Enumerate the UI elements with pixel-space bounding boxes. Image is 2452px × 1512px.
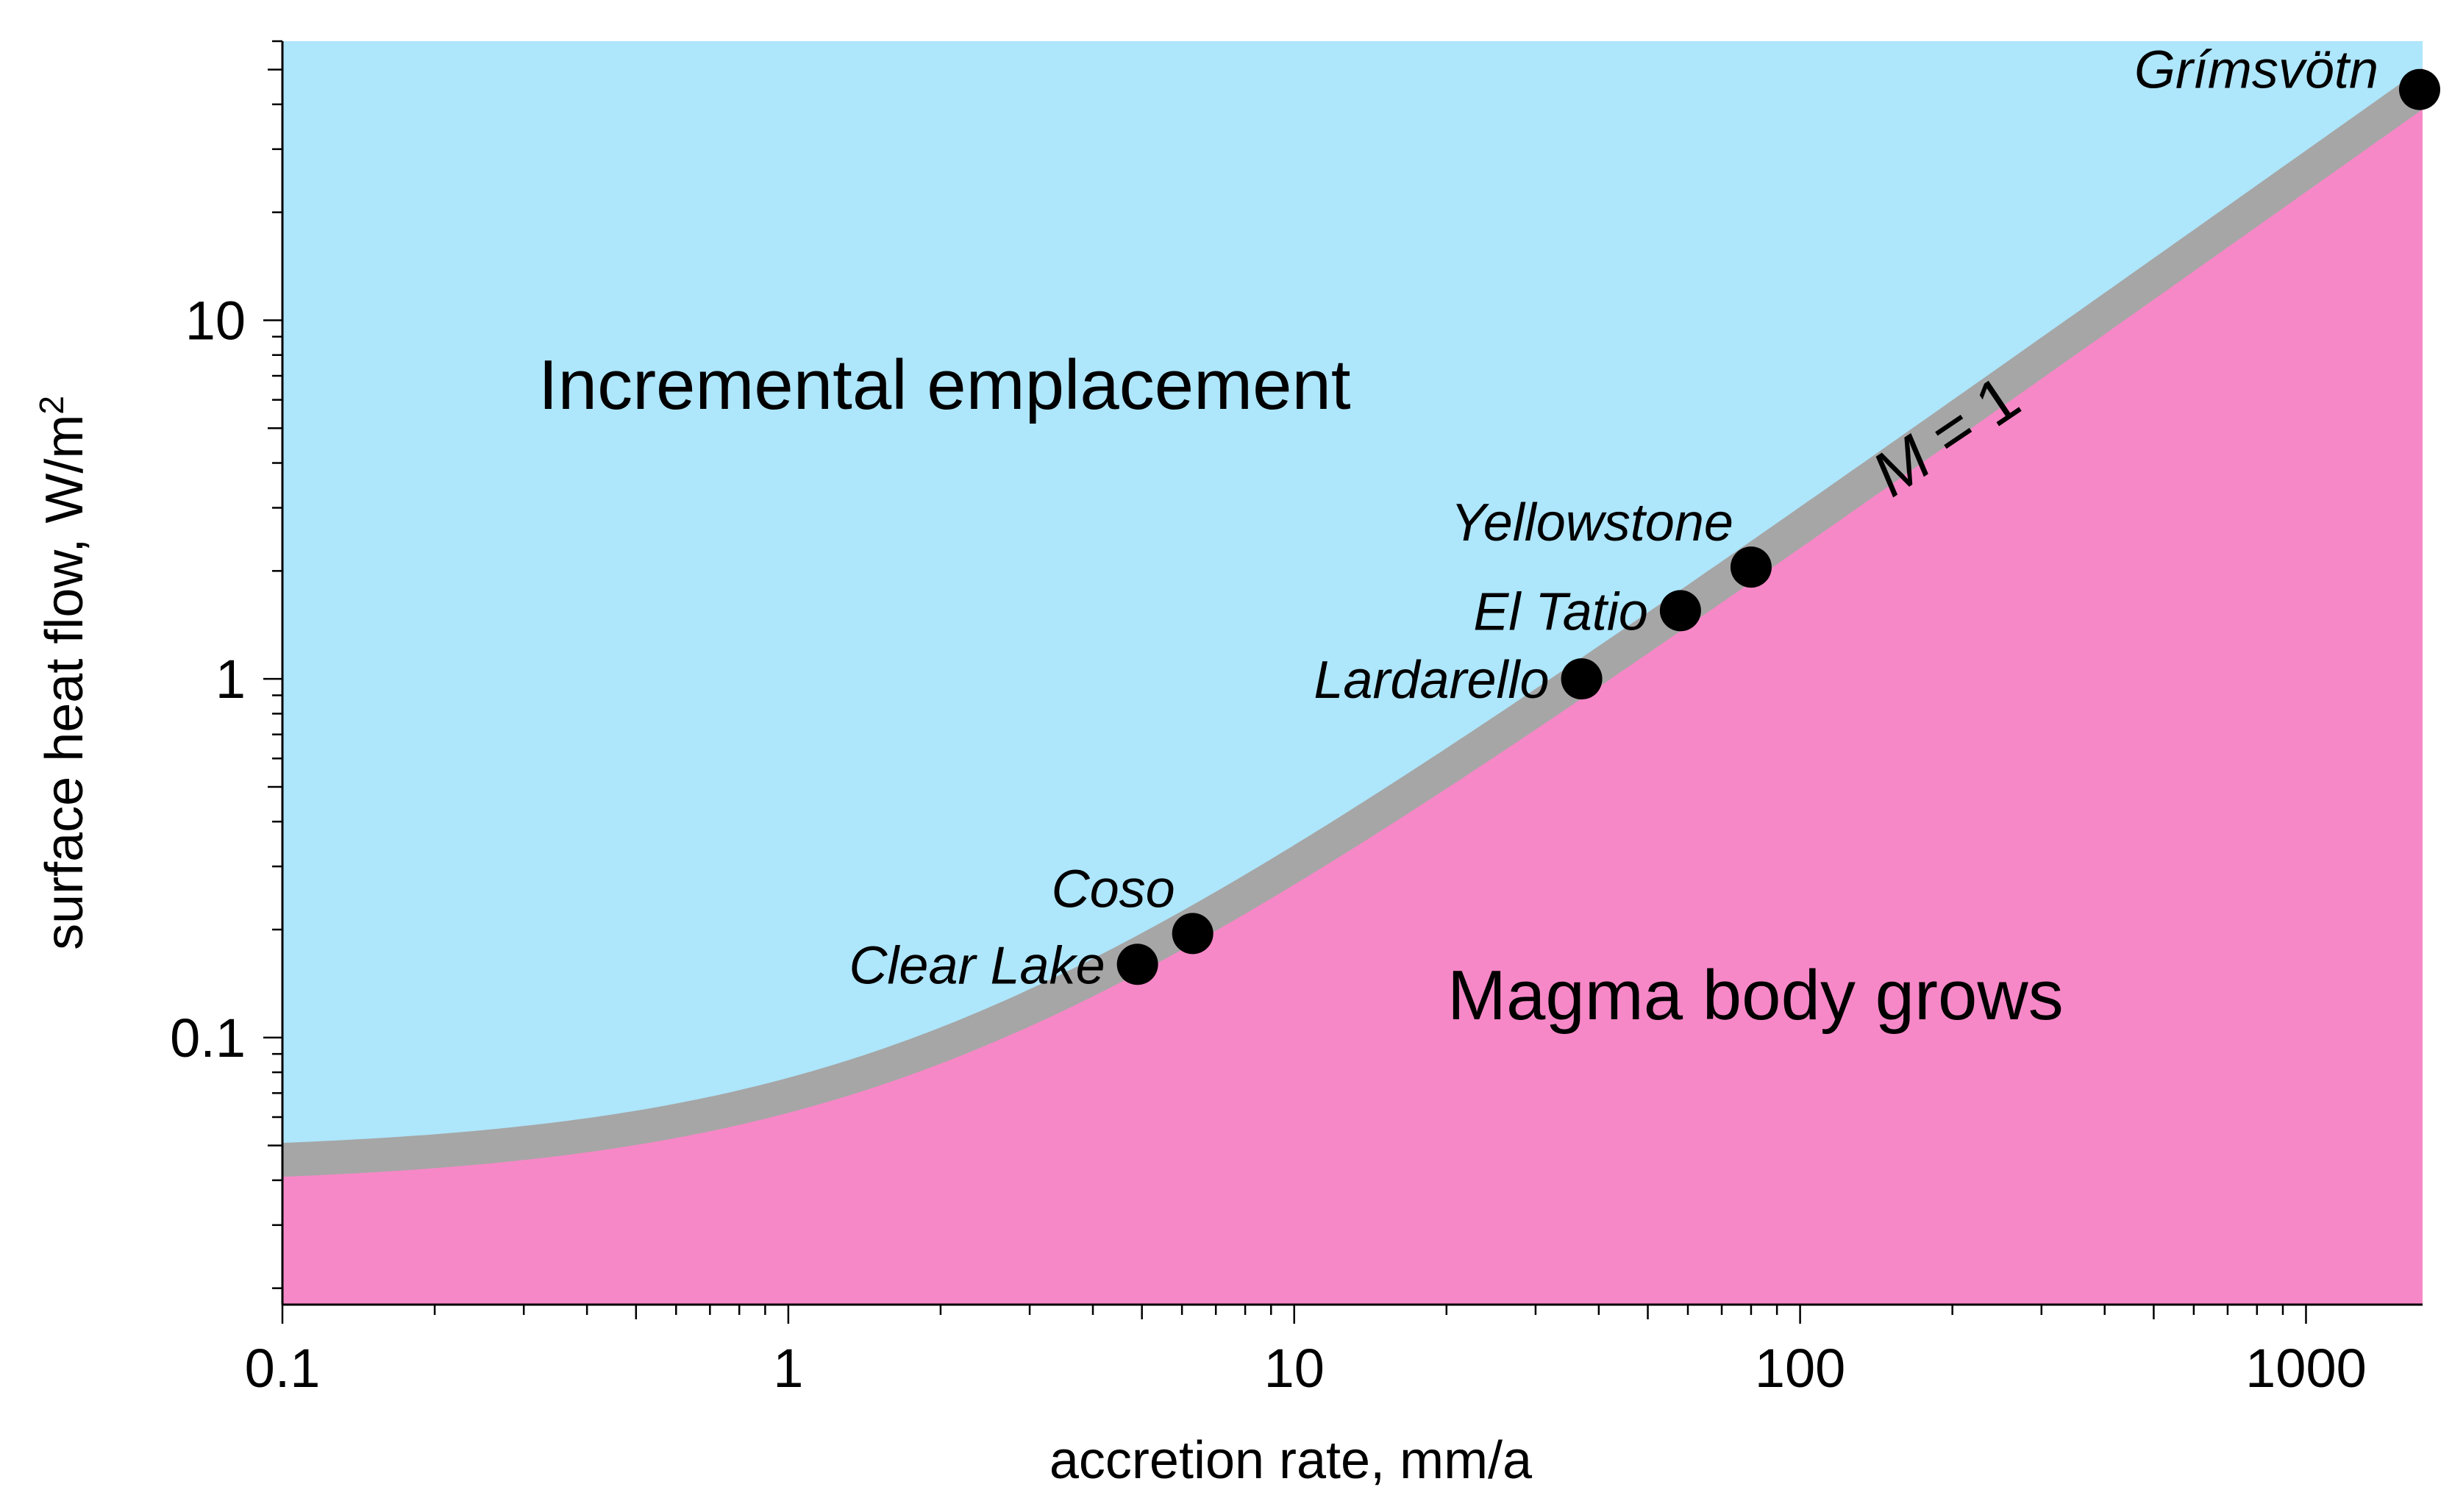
site-point-yellowstone <box>1730 546 1772 588</box>
y-tick-label: 10 <box>185 290 246 351</box>
x-tick-label: 1000 <box>2245 1338 2367 1399</box>
x-tick-label: 0.1 <box>245 1338 321 1399</box>
x-tick-label: 10 <box>1264 1338 1325 1399</box>
x-tick-label: 1 <box>773 1338 803 1399</box>
site-label-yellowstone: Yellowstone <box>1451 493 1733 552</box>
site-point-coso <box>1172 913 1213 955</box>
y-axis-title: surface heat flow, W/m2 <box>32 396 94 950</box>
site-point-gr-msv-tn <box>2399 68 2440 110</box>
y-axis-title-main: surface heat flow, W/m <box>35 415 94 950</box>
y-tick-label: 1 <box>215 649 246 710</box>
site-point-el-tatio <box>1659 590 1701 632</box>
y-tick-label: 0.1 <box>170 1008 246 1069</box>
y-axis-title-sup: 2 <box>32 396 71 415</box>
site-label-el-tatio: El Tatio <box>1473 582 1647 641</box>
site-label-clear-lake: Clear Lake <box>849 936 1105 995</box>
site-point-clear-lake <box>1116 944 1158 985</box>
site-point-lardarello <box>1561 658 1603 700</box>
boundary-curve-band <box>282 68 2423 1177</box>
site-label-gr-msv-tn: Grímsvötn <box>2134 41 2378 100</box>
x-axis-title: accretion rate, mm/a <box>1049 1431 1533 1490</box>
x-tick-label: 100 <box>1755 1338 1845 1399</box>
region-label-incremental: Incremental emplacement <box>538 346 1351 424</box>
site-label-coso: Coso <box>1052 860 1175 919</box>
magma-body-grows-region <box>282 88 2423 1305</box>
site-label-lardarello: Lardarello <box>1314 651 1549 710</box>
region-label-magma: Magma body grows <box>1447 956 2064 1035</box>
